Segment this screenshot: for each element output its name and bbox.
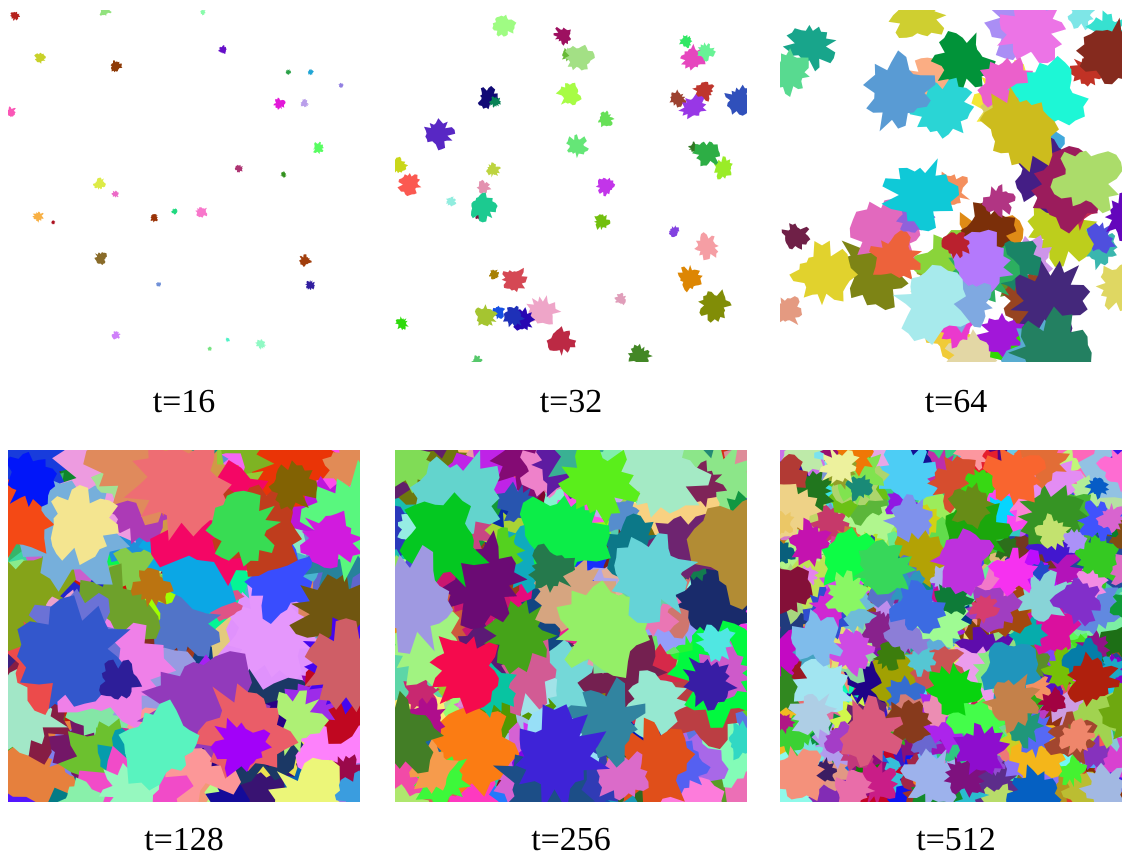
panel: [752, 421, 1122, 855]
panel-bg: [8, 10, 360, 362]
panel: [5, 4, 360, 362]
panel: [769, 0, 1122, 394]
panel-label: t=32: [540, 383, 603, 420]
panel-label: t=512: [916, 821, 996, 858]
panel: [388, 10, 753, 368]
panel-label: t=128: [144, 821, 224, 858]
panel-label: t=64: [925, 383, 988, 420]
panel: [0, 402, 415, 860]
panel-label: t=16: [153, 383, 216, 420]
figure: t=16 t=32 t=64 t=128 t=256 t=512: [0, 0, 1122, 862]
panel: [355, 401, 805, 859]
panel-label: t=256: [531, 821, 611, 858]
